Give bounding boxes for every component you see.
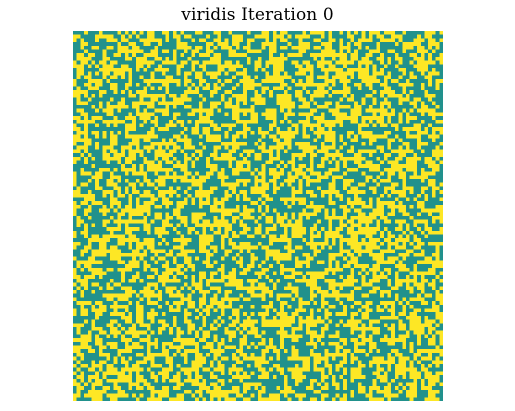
chart-title: viridis Iteration 0 [0,5,515,25]
heatmap-cells [73,31,443,401]
heatmap-plot-area [73,31,443,401]
